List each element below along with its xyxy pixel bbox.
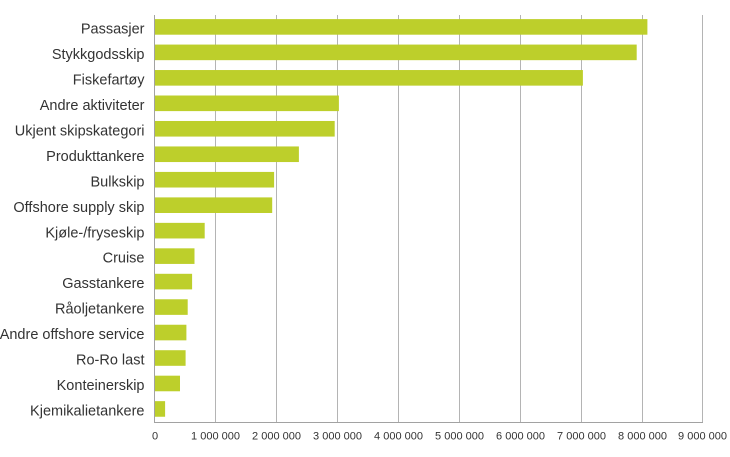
svg-text:6 000 000: 6 000 000 — [496, 430, 545, 442]
svg-text:Fiskefartøy: Fiskefartøy — [73, 72, 145, 88]
svg-text:Råoljetankere: Råoljetankere — [55, 302, 144, 318]
svg-text:Stykkgodsskip: Stykkgodsskip — [52, 47, 145, 63]
svg-text:8 000 000: 8 000 000 — [618, 430, 667, 442]
svg-text:4 000 000: 4 000 000 — [374, 430, 423, 442]
svg-text:Andre offshore service: Andre offshore service — [0, 327, 145, 343]
svg-text:Passasjer: Passasjer — [81, 22, 145, 38]
svg-text:2 000 000: 2 000 000 — [252, 430, 301, 442]
svg-text:Gasstankere: Gasstankere — [62, 276, 144, 292]
svg-text:0: 0 — [152, 430, 158, 442]
svg-text:5 000 000: 5 000 000 — [435, 430, 484, 442]
svg-text:1 000 000: 1 000 000 — [191, 430, 240, 442]
svg-text:7 000 000: 7 000 000 — [557, 430, 606, 442]
svg-text:Ro-Ro last: Ro-Ro last — [76, 353, 145, 369]
svg-text:Bulkskip: Bulkskip — [91, 174, 145, 190]
svg-text:3 000 000: 3 000 000 — [313, 430, 362, 442]
svg-text:Andre aktiviteter: Andre aktiviteter — [40, 98, 145, 114]
svg-text:Produkttankere: Produkttankere — [46, 149, 144, 165]
svg-text:Kjøle-/fryseskip: Kjøle-/fryseskip — [45, 225, 144, 241]
svg-text:Cruise: Cruise — [103, 251, 145, 267]
svg-text:Konteinerskip: Konteinerskip — [57, 378, 145, 394]
svg-text:Offshore supply skip: Offshore supply skip — [13, 200, 144, 216]
svg-text:9 000 000: 9 000 000 — [678, 430, 727, 442]
svg-text:Kjemikalietankere: Kjemikalietankere — [30, 404, 144, 420]
svg-text:Ukjent skipskategori: Ukjent skipskategori — [15, 123, 145, 139]
